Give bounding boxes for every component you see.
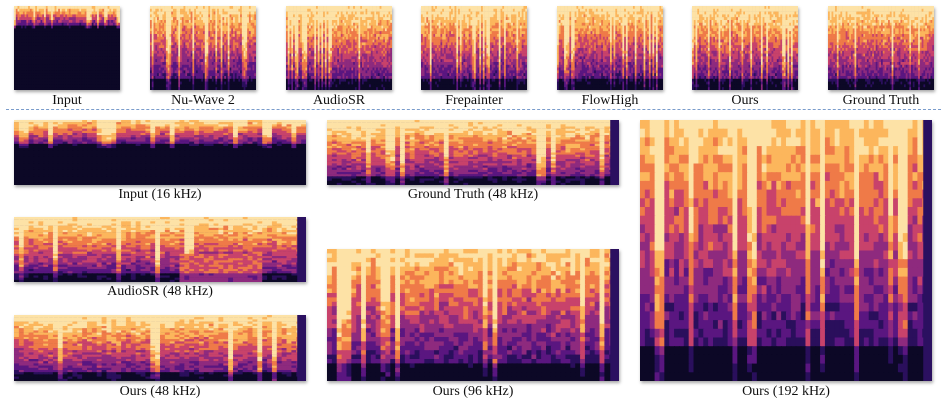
spectrogram-ground-truth — [828, 6, 934, 90]
spectrogram-flowhigh — [557, 6, 663, 90]
spectrogram-image — [327, 249, 619, 381]
spectrogram-ours-192khz — [640, 120, 932, 381]
spectrogram-ours — [692, 6, 798, 90]
spectrogram-input-16khz — [14, 120, 306, 185]
caption-input-16khz: Input (16 kHz) — [14, 187, 306, 203]
caption-input: Input — [14, 93, 120, 109]
spectrogram-image — [14, 217, 306, 282]
caption-ours-96khz: Ours (96 kHz) — [327, 384, 619, 400]
spectrogram-ours-96khz — [327, 249, 619, 381]
caption-ours-48khz: Ours (48 kHz) — [14, 384, 306, 400]
spectrogram-ground-truth-48khz — [327, 120, 619, 185]
spectrogram-image — [14, 6, 120, 90]
spectrogram-audiosr-48khz — [14, 217, 306, 282]
spectrogram-nuwave2 — [150, 6, 256, 90]
spectrogram-image — [557, 6, 663, 90]
spectrogram-image — [640, 120, 932, 381]
caption-audiosr-48khz: AudioSR (48 kHz) — [14, 284, 306, 300]
caption-ground-truth: Ground Truth — [818, 93, 944, 109]
dashed-separator — [6, 109, 941, 110]
caption-ours: Ours — [692, 93, 798, 109]
spectrogram-image — [150, 6, 256, 90]
spectrogram-audiosr — [286, 6, 392, 90]
caption-frepainter: Frepainter — [421, 93, 527, 109]
caption-audiosr: AudioSR — [286, 93, 392, 109]
caption-flowhigh: FlowHigh — [557, 93, 663, 109]
spectrogram-image — [828, 6, 934, 90]
spectrogram-image — [14, 120, 306, 185]
spectrogram-ours-48khz — [14, 315, 306, 381]
spectrogram-image — [421, 6, 527, 90]
spectrogram-image — [286, 6, 392, 90]
spectrogram-image — [327, 120, 619, 185]
spectrogram-frepainter — [421, 6, 527, 90]
caption-nuwave2: Nu-Wave 2 — [150, 93, 256, 109]
caption-ground-truth-48khz: Ground Truth (48 kHz) — [327, 187, 619, 203]
spectrogram-input — [14, 6, 120, 90]
spectrogram-image — [14, 315, 306, 381]
spectrogram-image — [692, 6, 798, 90]
caption-ours-192khz: Ours (192 kHz) — [640, 384, 932, 400]
